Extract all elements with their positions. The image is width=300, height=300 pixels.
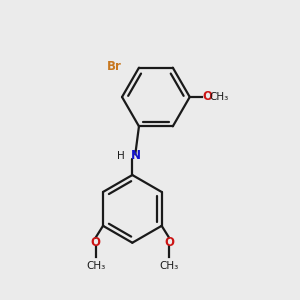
Text: O: O	[203, 91, 213, 103]
Text: O: O	[164, 236, 174, 248]
Text: CH₃: CH₃	[159, 261, 178, 271]
Text: H: H	[117, 151, 124, 161]
Text: N: N	[131, 149, 141, 162]
Text: O: O	[91, 236, 100, 248]
Text: Br: Br	[106, 60, 121, 73]
Text: CH₃: CH₃	[209, 92, 228, 102]
Text: CH₃: CH₃	[86, 261, 105, 271]
